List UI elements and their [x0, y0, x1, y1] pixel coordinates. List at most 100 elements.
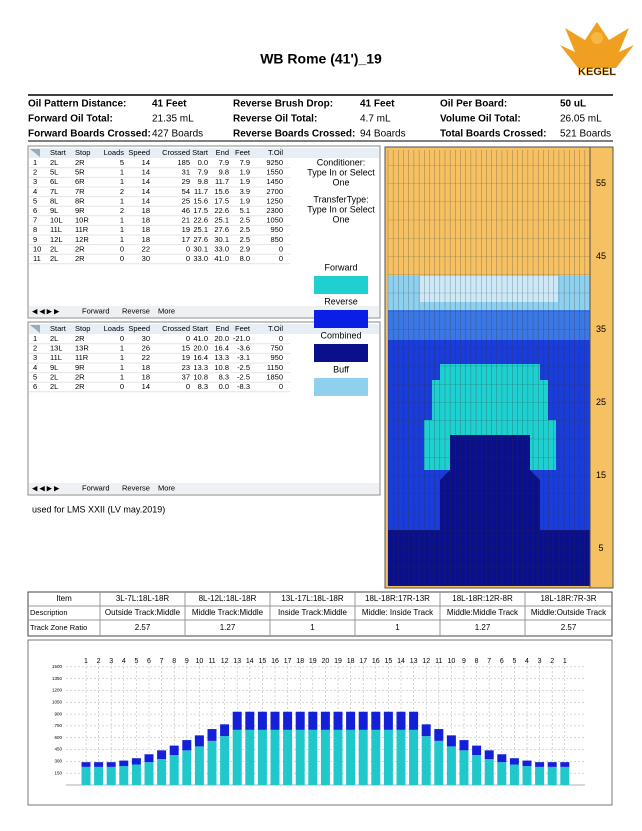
table-cell: 27.6: [193, 235, 208, 244]
bar-segment: [257, 729, 267, 785]
table-cell: 2R: [75, 158, 85, 167]
table-cell: 5R: [75, 168, 85, 177]
table-cell: 7.9: [219, 158, 229, 167]
table-header-bg: [29, 148, 379, 158]
table-cell: 0: [186, 382, 190, 391]
table-cell: 2.9: [240, 244, 250, 253]
table-header: Start: [192, 324, 209, 333]
legend-label: Forward: [324, 262, 357, 272]
bar-segment: [409, 711, 419, 730]
x-tick-label: 3: [109, 658, 113, 665]
table-header: Loads: [104, 148, 125, 157]
table-cell: 5.1: [240, 206, 250, 215]
table-cell: 10.8: [214, 363, 229, 372]
table-cell: 2L: [50, 334, 58, 343]
x-tick-label: 1: [563, 658, 567, 665]
zone-header: 18L-18R:7R-3R: [540, 594, 596, 603]
table-cell: 0: [186, 334, 190, 343]
table-cell: 33.0: [214, 244, 229, 253]
table-cell: 10: [33, 244, 41, 253]
setup-text: One: [332, 214, 349, 224]
table-cell: 41.0: [214, 254, 229, 263]
bar-segment: [320, 729, 330, 785]
table-cell: 4: [33, 187, 37, 196]
buff-area: [420, 276, 558, 302]
table-cell: -2.5: [237, 372, 250, 381]
table-cell: 1.9: [240, 196, 250, 205]
x-tick-label: 15: [259, 658, 267, 665]
bar-segment: [131, 758, 141, 765]
y-tick-label: 750: [54, 723, 62, 728]
bar-segment: [144, 754, 154, 763]
table-cell: 1: [120, 353, 124, 362]
table-cell: -3.1: [237, 353, 250, 362]
table-cell: 11L: [50, 353, 62, 362]
table-header: T.Oil: [268, 148, 283, 157]
table-cell: 2: [33, 344, 37, 353]
table-cell: 11R: [75, 225, 89, 234]
table-cell: 3: [33, 353, 37, 362]
pattern-graph: 55 45 35 25 15 5: [384, 146, 614, 589]
table-cell: 5: [33, 196, 37, 205]
legend-label: Buff: [333, 364, 349, 374]
table-cell: 22: [142, 353, 150, 362]
zone-cell: Middle: Inside Track: [362, 608, 434, 617]
bar-segment: [371, 729, 381, 785]
table-cell: 2.5: [240, 216, 250, 225]
table-cell: 5L: [50, 168, 58, 177]
table-cell: 0.0: [198, 158, 208, 167]
bar-segment: [560, 762, 570, 767]
x-tick-label: 9: [462, 658, 466, 665]
x-tick-label: 3: [538, 658, 542, 665]
zone-cell: 1.27: [475, 623, 491, 632]
table-cell: -3.6: [237, 344, 250, 353]
bar-segment: [81, 762, 91, 767]
info-label: Forward Boards Crossed:: [28, 129, 151, 140]
logo: KEGEL: [560, 22, 634, 78]
table-cell: 12R: [75, 235, 89, 244]
table-cell: 17: [182, 235, 190, 244]
bar-segment: [333, 711, 343, 730]
x-tick-label: 4: [122, 658, 126, 665]
zone-cell: Track Zone Ratio: [30, 623, 87, 632]
bar-segment: [346, 711, 356, 730]
bar-segment: [434, 740, 444, 785]
table-cell: 2: [120, 187, 124, 196]
bar-segment: [547, 766, 557, 785]
table-cell: 17.5: [193, 206, 208, 215]
table-cell: 2L: [50, 372, 58, 381]
x-tick-label: 14: [397, 658, 405, 665]
table-cell: 9L: [50, 363, 58, 372]
bar-segment: [446, 746, 456, 785]
setup-text: One: [332, 177, 349, 187]
table-cell: 14: [142, 187, 150, 196]
table-header: T.Oil: [268, 324, 283, 333]
table-cell: 2R: [75, 244, 85, 253]
table-cell: 29: [182, 177, 190, 186]
y-tick-label: 300: [54, 759, 62, 764]
table-cell: 11L: [50, 225, 62, 234]
table-cell: 9: [33, 235, 37, 244]
table-cell: 23: [182, 363, 190, 372]
table-cell: 14: [142, 177, 150, 186]
table-cell: 25.1: [193, 225, 208, 234]
table-cell: 0: [186, 244, 190, 253]
table-cell: 31: [182, 168, 190, 177]
x-tick-label: 12: [221, 658, 229, 665]
bar-segment: [182, 750, 192, 785]
table-cell: 3: [33, 177, 37, 186]
table-cell: 26: [142, 344, 150, 353]
table-cell: 2: [120, 206, 124, 215]
table-cell: 14: [142, 158, 150, 167]
table-cell: 8.0: [240, 254, 250, 263]
bar-segment: [434, 729, 444, 741]
table-header: Crossed: [162, 324, 190, 333]
table-cell: 37: [182, 372, 190, 381]
legend-swatch: [314, 276, 368, 294]
graph-tick-label: 45: [596, 251, 606, 261]
title: WB Rome (41')_19: [260, 51, 382, 67]
bar-segment: [358, 729, 368, 785]
table-cell: 25: [182, 196, 190, 205]
table-cell: 15.6: [193, 196, 208, 205]
bar-segment: [484, 759, 494, 785]
